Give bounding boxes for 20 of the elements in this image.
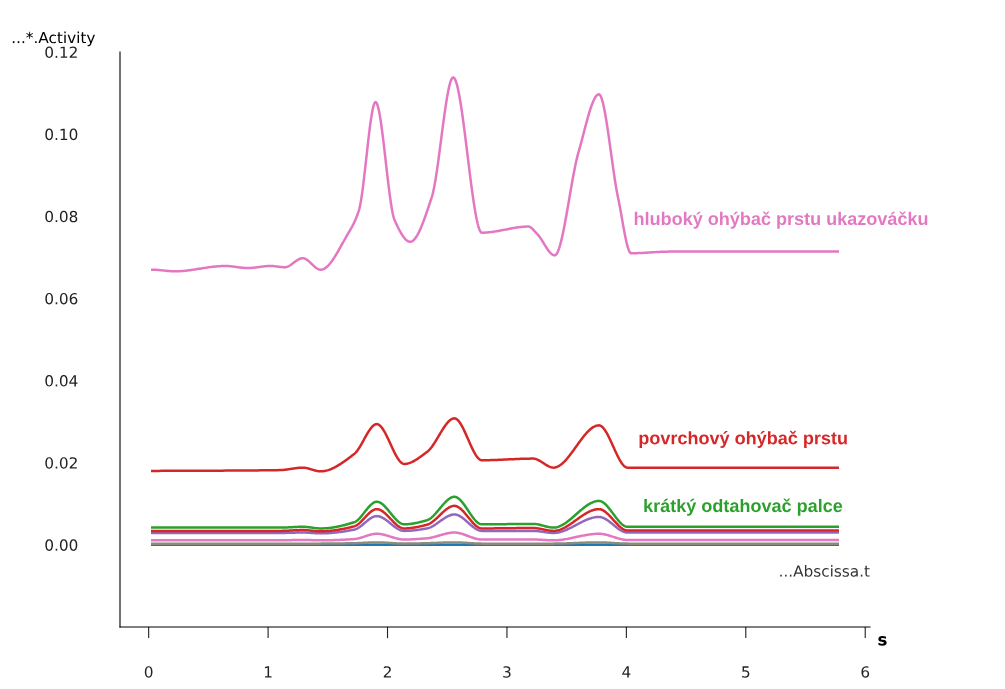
x-tick-label: 0 (144, 666, 153, 678)
x-tick-label: 1 (264, 666, 272, 678)
series-label: povrchový ohýbač prstu (639, 430, 847, 448)
series-label: krátký odtahovač palce (644, 498, 843, 516)
y-tick-label: 0.04 (45, 375, 78, 387)
y-tick-label: 0.08 (45, 210, 78, 223)
x-tick-label: 4 (622, 666, 631, 678)
x-tick-label: 6 (861, 666, 870, 678)
y-tick-label: 0.10 (45, 128, 78, 141)
x-tick-label: 5 (742, 666, 750, 678)
y-tick-label: 0.12 (45, 46, 77, 59)
y-tick-label: 0.00 (45, 539, 78, 551)
series-label: hluboký ohýbač prstu ukazováčku (634, 211, 928, 229)
x-tick-label: 2 (383, 666, 391, 678)
y-tick-label: 0.02 (45, 457, 77, 469)
annotation: ...Abscissa.t (780, 564, 870, 577)
y-tick-label: 0.06 (45, 292, 78, 305)
x-tick-label: 3 (503, 666, 511, 678)
y-axis-title: ...*.Activity (12, 31, 95, 47)
x-axis-title: s (878, 636, 887, 646)
